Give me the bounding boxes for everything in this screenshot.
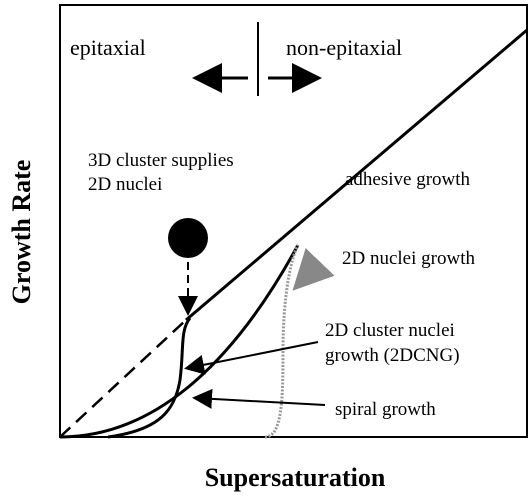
adhesive-line bbox=[185, 28, 528, 322]
y-axis-label: Growth Rate bbox=[7, 160, 36, 305]
cluster-dot bbox=[168, 218, 208, 258]
spiral-pointer bbox=[192, 388, 326, 409]
nuclei-curve bbox=[264, 244, 300, 439]
annotation: spiral growth bbox=[335, 399, 436, 420]
region-label: epitaxial bbox=[70, 35, 146, 60]
cluster-curve bbox=[107, 317, 192, 439]
cluster-pointer bbox=[184, 341, 319, 375]
annotation: 2D nuclei growth bbox=[342, 248, 475, 269]
annotation: 3D cluster supplies bbox=[88, 150, 234, 171]
region-label: non-epitaxial bbox=[286, 35, 402, 60]
nuclei-pointer bbox=[292, 248, 335, 291]
dashed-line bbox=[59, 319, 187, 438]
annotation: 2D cluster nuclei bbox=[325, 320, 455, 341]
plot-frame bbox=[59, 4, 528, 438]
x-axis-label: Supersaturation bbox=[205, 463, 386, 492]
spiral-curve bbox=[59, 244, 300, 439]
annotation: adhesive growth bbox=[345, 169, 471, 190]
annotation: growth (2DCNG) bbox=[325, 345, 460, 366]
annotation: 2D nuclei bbox=[88, 174, 162, 195]
